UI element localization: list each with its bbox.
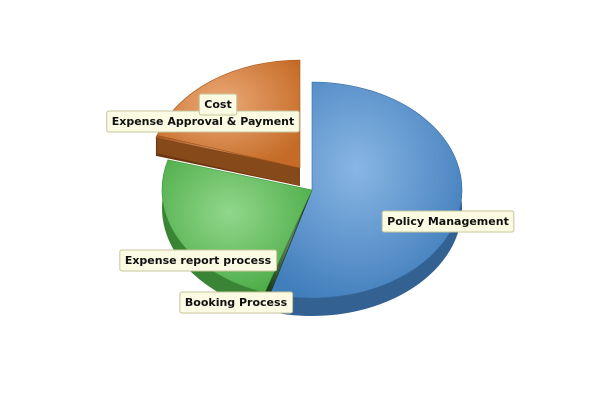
pie-label-text: Expense report process <box>125 254 272 267</box>
pie-wall-cost <box>157 135 300 186</box>
pie-label-expense-report-process: Expense report process <box>119 249 278 272</box>
pie-label-policy-management: Policy Management <box>381 210 515 233</box>
pie-label-text: Policy Management <box>387 215 509 228</box>
pie-label-box <box>198 93 238 116</box>
pie-slice-policy-management[interactable] <box>269 81 463 299</box>
pie-labels: Policy Management Booking Process Expense … <box>106 93 515 314</box>
pie-label-cost: Cost <box>198 93 238 116</box>
pie-label-booking-process: Booking Process <box>179 291 294 314</box>
pie-label-text: Booking Process <box>185 296 288 309</box>
pie-label-expense-approval-payment: Expense Approval & Payment <box>106 110 300 133</box>
pie-label-text: Cost <box>204 98 231 111</box>
pie-label-box <box>119 249 278 272</box>
pie-label-box <box>179 291 294 314</box>
pie-label-box <box>381 210 515 233</box>
pie-label-text: Expense Approval & Payment <box>112 115 295 128</box>
